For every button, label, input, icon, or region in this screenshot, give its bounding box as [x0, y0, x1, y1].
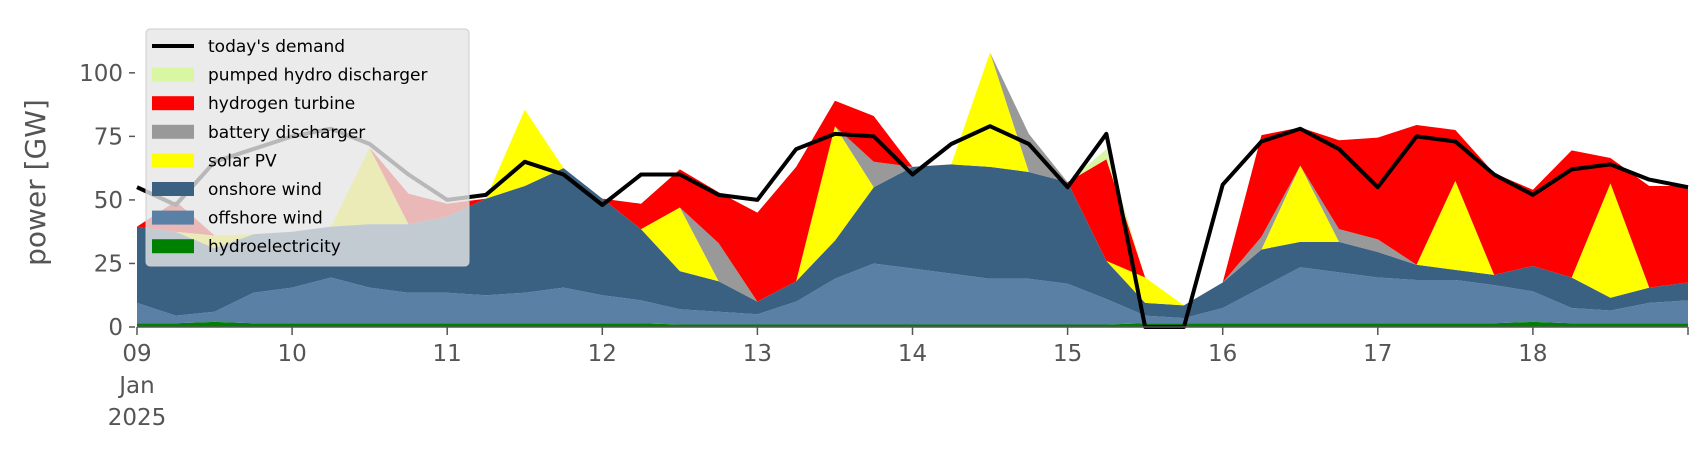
x-tick-sublabel: Jan	[117, 373, 154, 399]
legend-swatch-hydroelectricity	[152, 239, 194, 254]
legend-label-today-s-demand: today's demand	[208, 37, 345, 57]
x-tick-label: 18	[1518, 341, 1547, 367]
y-tick-label: 100	[79, 61, 123, 87]
stacked-areas	[137, 52, 1688, 327]
y-tick-label: 75	[94, 124, 123, 150]
area-solar-pv	[137, 52, 1688, 306]
area-offshore-wind	[137, 263, 1688, 325]
legend: today's demand pumped hydro discharger hyd…	[145, 28, 470, 267]
legend-label-battery-discharger: battery discharger	[208, 123, 365, 143]
x-tick-label: 16	[1208, 341, 1237, 367]
x-tick-label: 14	[898, 341, 927, 367]
x-tick-label: 12	[588, 341, 617, 367]
legend-label-hydroelectricity: hydroelectricity	[208, 237, 341, 257]
legend-label-solar-pv: solar PV	[208, 151, 277, 171]
x-tick-label: 11	[433, 341, 462, 367]
x-tick-label: 10	[277, 341, 306, 367]
legend-swatch-battery-discharger	[152, 124, 194, 139]
x-tick-label: 09	[122, 341, 151, 367]
legend-swatch-pumped-hydro-discharger	[152, 67, 194, 82]
legend-label-pumped-hydro-discharger: pumped hydro discharger	[208, 66, 427, 86]
legend-label-hydrogen-turbine: hydrogen turbine	[208, 94, 355, 114]
x-tick-label: 17	[1363, 341, 1392, 367]
y-tick-label: 0	[108, 315, 123, 341]
legend-label-offshore-wind: offshore wind	[208, 209, 323, 229]
axes: 0 25 50 75 100 09 Jan 2025 10 11 12 13 14 15 16 17 18 pow…	[19, 61, 1689, 431]
x-tick-label: 13	[743, 341, 772, 367]
legend-swatch-solar-pv	[152, 153, 194, 168]
area-onshore-wind	[137, 164, 1688, 319]
area-hydrogen-turbine	[137, 52, 1688, 306]
y-tick-label: 50	[94, 188, 123, 214]
y-axis-label: power [GW]	[19, 99, 52, 266]
y-tick-label: 25	[94, 251, 123, 277]
legend-box	[145, 28, 470, 267]
x-tick-sublabel: 2025	[108, 405, 167, 431]
x-tick-label: 15	[1053, 341, 1082, 367]
legend-label-onshore-wind: onshore wind	[208, 180, 322, 200]
legend-swatch-offshore-wind	[152, 210, 194, 225]
legend-swatch-hydrogen-turbine	[152, 96, 194, 111]
legend-swatch-onshore-wind	[152, 182, 194, 196]
